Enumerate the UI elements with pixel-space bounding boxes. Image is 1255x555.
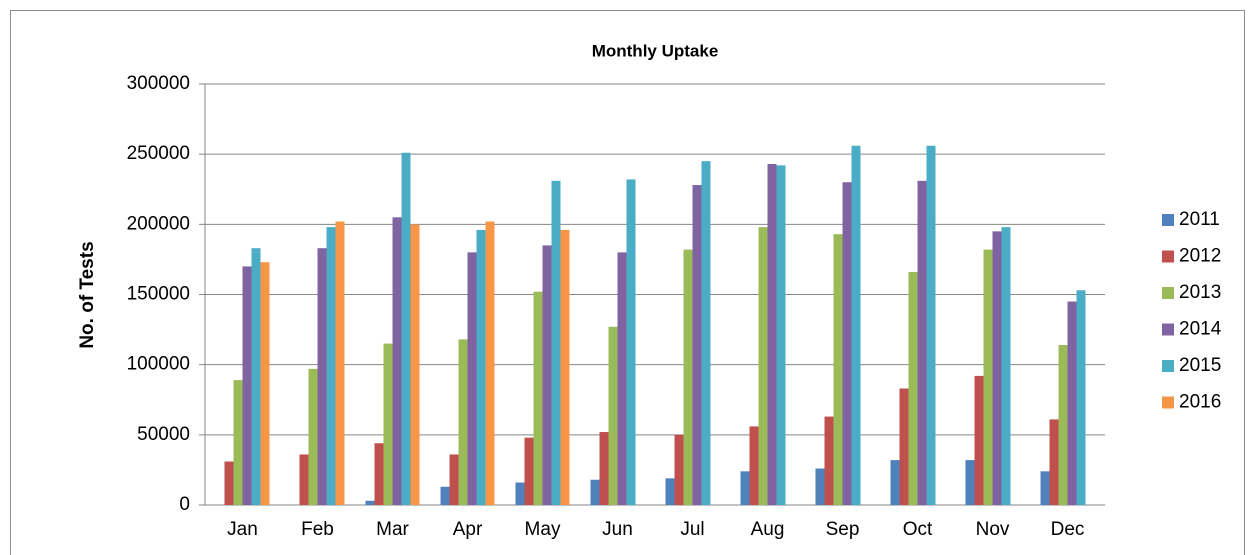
bar [899,388,909,505]
x-tick-label: Mar [376,519,409,540]
bar [410,224,420,506]
bar [317,248,327,505]
bar [233,380,243,505]
bar [626,179,636,505]
legend-label: 2013 [1179,282,1221,303]
y-axis-label: No. of Tests [77,241,98,348]
x-tick-label: Nov [976,519,1010,540]
bar [926,145,936,505]
y-tick-label: 300000 [127,73,190,94]
legend-swatch [1162,287,1174,299]
bar [890,460,900,505]
x-tick-label: Apr [453,519,483,540]
bar [392,217,402,506]
bar [776,165,786,506]
legend-label: 2011 [1179,209,1220,230]
y-tick-label: 100000 [127,354,190,375]
bar [965,460,975,505]
bar [608,326,618,505]
bar [758,227,768,505]
bar [1058,345,1068,505]
bar [599,432,609,505]
bar [533,291,543,505]
bar [815,468,825,505]
bar [485,221,495,505]
x-tick-label: Oct [903,519,933,540]
x-tick-label: Dec [1051,519,1085,540]
bar [665,478,675,505]
legend-swatch [1162,214,1174,226]
bar [590,479,600,505]
legend-swatch [1162,396,1174,409]
bar [476,229,486,506]
x-tick-label: Jan [227,519,258,540]
y-tick-label: 200000 [127,213,190,234]
bar [515,482,525,505]
bar [401,152,411,505]
bar [1001,227,1011,505]
bar [551,180,561,505]
bar [458,339,468,505]
bar [1040,471,1050,505]
bar [299,454,309,505]
bar [992,231,1002,505]
bar [740,471,750,505]
bar [983,249,993,505]
legend-swatch [1162,323,1174,336]
bar [449,454,459,505]
bar [917,180,927,505]
bar [467,252,477,505]
legend-label: 2015 [1179,355,1221,376]
bar [683,249,693,505]
bar [749,426,759,505]
bar [260,262,270,505]
y-tick-label: 150000 [127,284,190,305]
bar [542,245,552,505]
bar [692,185,702,506]
bar [1076,290,1086,505]
y-tick-label: 50000 [137,424,190,445]
y-tick-label: 250000 [127,143,190,164]
legend-label: 2012 [1179,246,1221,267]
bar [824,416,834,505]
x-tick-label: May [525,519,561,540]
legend-label: 2016 [1179,392,1221,413]
bar [851,145,861,505]
x-tick-label: Aug [751,519,785,540]
bar [674,434,684,505]
bar [365,500,375,505]
bar [908,272,918,505]
x-tick-label: Sep [826,519,860,540]
legend-swatch [1162,250,1174,263]
bar [560,229,570,506]
bar [242,266,252,505]
bar [374,443,384,505]
bar [833,234,843,505]
bar [335,221,345,505]
bar [251,248,261,505]
bar [842,182,852,505]
bar [524,437,534,505]
bar [326,227,336,505]
bar [1049,419,1059,505]
x-tick-label: Jun [602,519,633,540]
bar [1067,301,1077,505]
y-tick-label: 0 [179,494,190,515]
chart-title: Monthly Uptake [592,41,719,60]
bar [383,343,393,505]
bar [701,161,711,505]
legend-swatch [1162,360,1174,372]
bar [224,461,234,505]
bar [974,375,984,505]
x-tick-label: Feb [301,519,334,540]
bar [440,486,450,505]
bar [617,252,627,505]
bar [308,368,318,505]
bar [767,163,777,506]
legend-label: 2014 [1179,319,1222,340]
x-tick-label: Jul [680,519,704,540]
